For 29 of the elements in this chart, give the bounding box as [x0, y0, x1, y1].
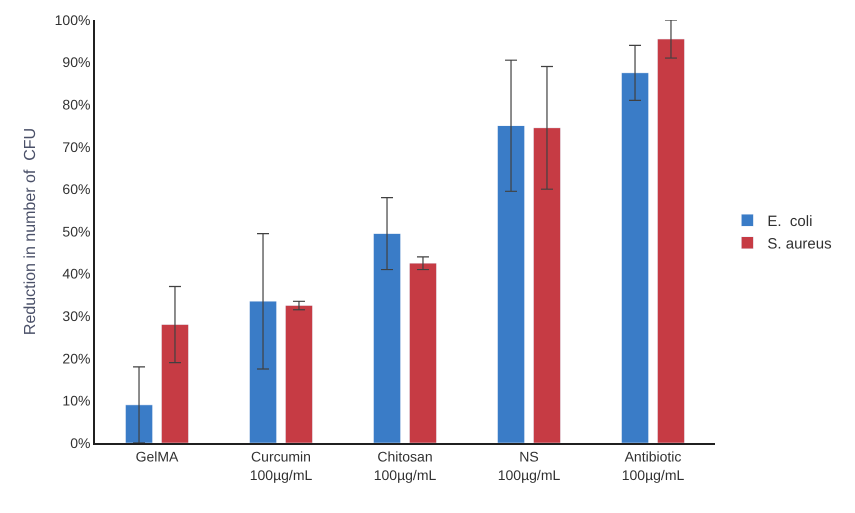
y-tick-label: 20%: [62, 350, 90, 366]
legend-label: E. coli: [767, 213, 812, 230]
bar: [285, 305, 313, 443]
y-tick-label: 10%: [62, 392, 90, 409]
y-tick-label: 50%: [62, 223, 90, 240]
bar: [409, 262, 437, 443]
y-tick-label: 40%: [62, 266, 90, 282]
x-tick-label: Curcumin 100µg/mL: [250, 448, 312, 483]
bar: [125, 404, 153, 443]
y-tick-label: 60%: [62, 181, 90, 198]
bar: [657, 38, 685, 443]
y-axis-title: Reduction in number of CFU: [22, 128, 40, 336]
y-tick-label: 90%: [62, 54, 90, 70]
x-tick-label: Chitosan 100µg/mL: [374, 448, 436, 483]
y-tick-label: 100%: [54, 12, 90, 28]
bar: [497, 126, 525, 443]
bar: [533, 128, 561, 443]
bar: [621, 72, 649, 443]
y-tick-label: 30%: [62, 308, 90, 324]
legend-label: S. aureus: [767, 236, 832, 253]
bar: [373, 233, 401, 443]
bar: [249, 301, 277, 443]
y-tick-label: 0%: [70, 434, 90, 451]
x-tick-label: NS 100µg/mL: [498, 448, 560, 483]
x-tick-label: Antibiotic 100µg/mL: [622, 448, 684, 483]
bar: [161, 324, 189, 443]
x-tick-label: GelMA: [136, 448, 180, 465]
y-tick-label: 70%: [62, 138, 90, 155]
y-tick-label: 80%: [62, 96, 90, 112]
